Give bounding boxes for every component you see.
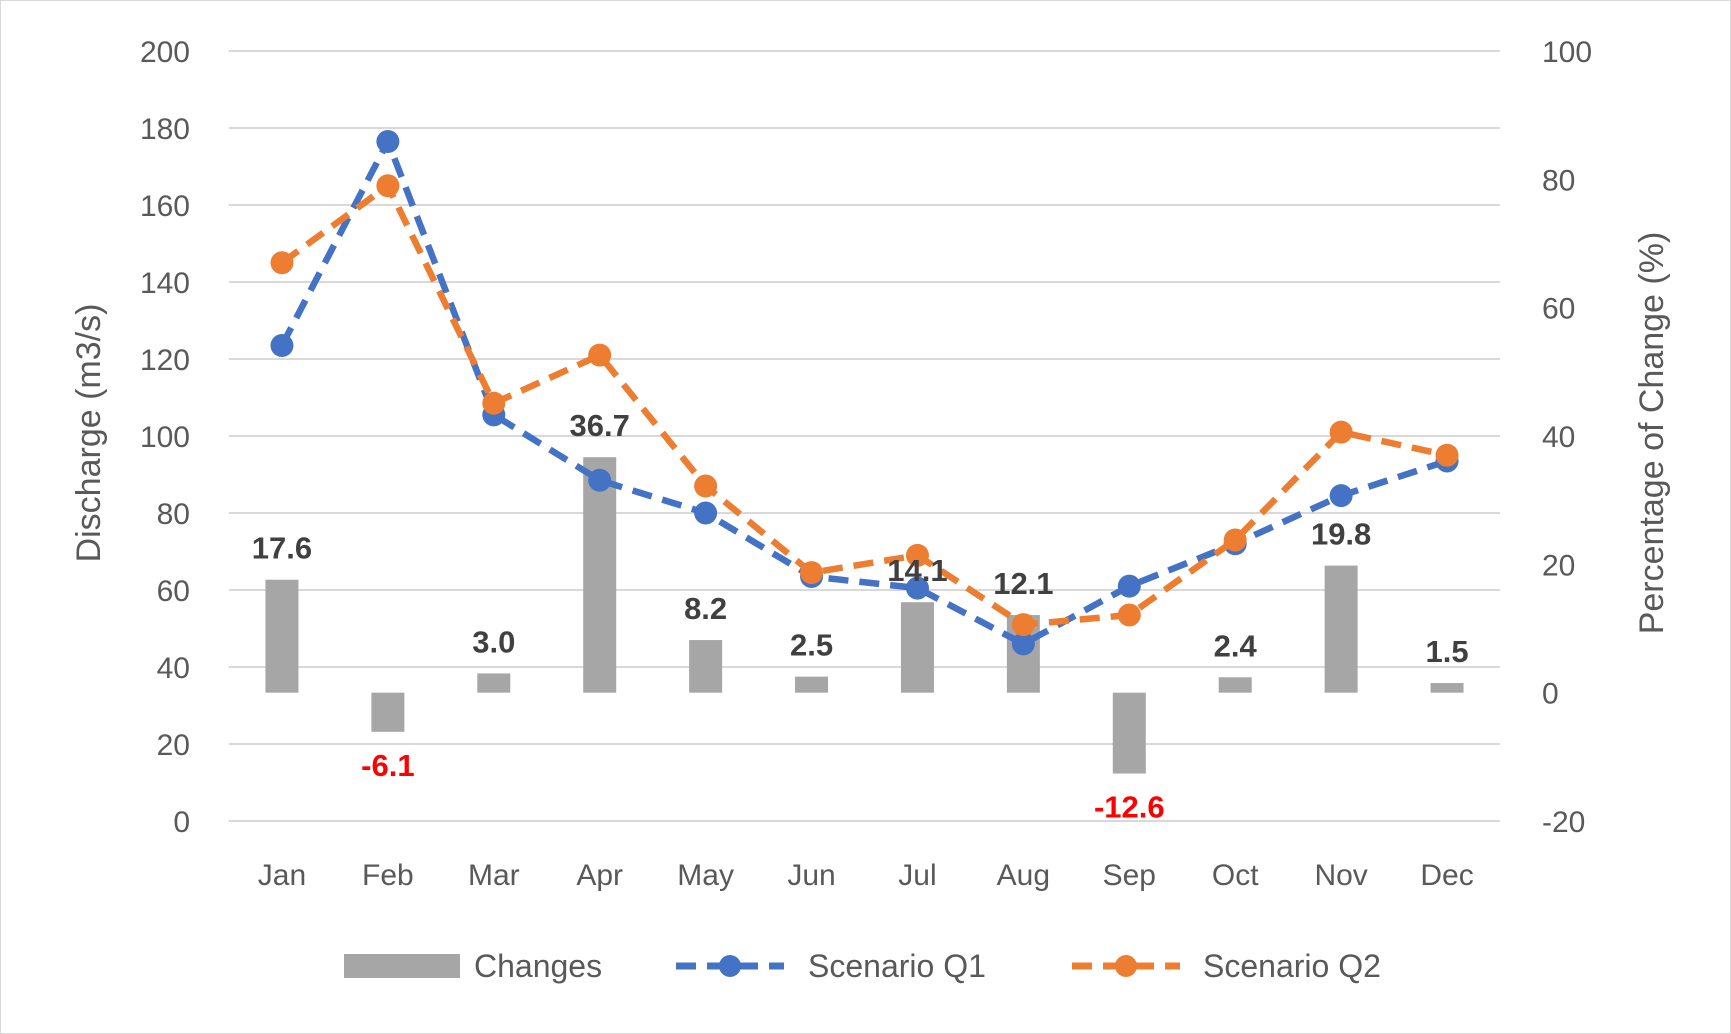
legend-label-q2: Scenario Q2 xyxy=(1203,948,1381,984)
series-point xyxy=(1011,613,1035,637)
y2-tick-label: 0 xyxy=(1542,678,1559,711)
primary-y-ticks: 0 20 40 60 80 100 120 140 160 180 200 xyxy=(140,36,190,839)
x-tick-label: Nov xyxy=(1314,859,1367,892)
bar xyxy=(900,602,934,693)
x-tick-label: Dec xyxy=(1420,859,1473,892)
y2-tick-label: 100 xyxy=(1542,36,1592,69)
gridlines xyxy=(229,50,1500,822)
bar-data-label: 36.7 xyxy=(570,408,630,443)
series-point xyxy=(588,343,612,367)
bar xyxy=(583,457,617,693)
series-line xyxy=(279,138,1449,648)
y2-tick-label: 40 xyxy=(1542,421,1575,454)
y-tick-label: 0 xyxy=(173,806,190,839)
bar-data-label: -12.6 xyxy=(1094,790,1165,825)
bar xyxy=(371,692,405,732)
bar-series-changes xyxy=(265,457,1464,774)
series-point xyxy=(905,576,929,600)
bar xyxy=(795,676,829,693)
series-line xyxy=(280,182,1448,628)
bar-data-label: 14.1 xyxy=(887,553,947,588)
bar xyxy=(1430,683,1464,693)
y2-tick-label: -20 xyxy=(1542,806,1585,839)
legend-marker-q2 xyxy=(1115,955,1137,977)
series-point xyxy=(1011,632,1035,656)
series-point xyxy=(588,468,612,492)
y-tick-label: 40 xyxy=(157,652,190,685)
bar xyxy=(477,673,511,693)
series-point xyxy=(1329,420,1353,444)
series-point xyxy=(800,561,824,585)
x-tick-label: May xyxy=(677,859,734,892)
y-tick-label: 120 xyxy=(140,344,190,377)
bar-data-label: 2.4 xyxy=(1214,628,1258,663)
x-tick-label: Apr xyxy=(576,859,623,892)
x-ticks: Jan Feb Mar Apr May Jun Jul Aug Sep Oct Nov Dec xyxy=(258,859,1474,892)
bar-data-label: 8.2 xyxy=(684,591,727,626)
bar-data-label: 17.6 xyxy=(252,531,312,566)
x-tick-label: Feb xyxy=(362,859,414,892)
x-tick-label: Mar xyxy=(468,859,520,892)
series-point xyxy=(694,501,718,525)
bar xyxy=(689,640,723,693)
secondary-y-ticks: -20 0 20 40 60 80 100 xyxy=(1542,36,1592,839)
x-tick-label: Jan xyxy=(258,859,306,892)
series-point xyxy=(1117,603,1141,627)
y-tick-label: 100 xyxy=(140,421,190,454)
series-point xyxy=(1435,443,1459,467)
y-tick-label: 140 xyxy=(140,267,190,300)
series-point xyxy=(270,251,294,275)
legend-label-changes: Changes xyxy=(474,948,602,984)
y-tick-label: 20 xyxy=(157,729,190,762)
y-tick-label: 80 xyxy=(157,498,190,531)
x-tick-label: Oct xyxy=(1212,859,1259,892)
y2-tick-label: 20 xyxy=(1542,549,1575,582)
x-tick-label: Sep xyxy=(1103,859,1156,892)
y2-tick-label: 60 xyxy=(1542,293,1575,326)
bar-data-label: 3.0 xyxy=(472,624,515,659)
legend: Changes Scenario Q1 Scenario Q2 xyxy=(344,948,1381,984)
y-tick-label: 60 xyxy=(157,575,190,608)
bar xyxy=(265,579,299,693)
x-tick-label: Jul xyxy=(898,859,936,892)
bar xyxy=(1112,692,1146,774)
series-point xyxy=(1117,574,1141,598)
line-series xyxy=(270,129,1459,656)
bar-data-label: -6.1 xyxy=(361,748,414,783)
series-point xyxy=(376,174,400,198)
legend-swatch-changes xyxy=(344,954,460,978)
y-tick-label: 160 xyxy=(140,190,190,223)
bar-data-label: 2.5 xyxy=(790,628,833,663)
bar-data-labels: 17.6 -6.1 3.0 36.7 8.2 2.5 14.1 12.1 -12.6 2.4 19.… xyxy=(252,408,1469,824)
y2-tick-label: 80 xyxy=(1542,164,1575,197)
bar-data-label: 19.8 xyxy=(1311,517,1371,552)
series-point xyxy=(694,474,718,498)
series-point xyxy=(270,334,294,358)
series-point xyxy=(1329,484,1353,508)
series-point xyxy=(482,391,506,415)
legend-label-q1: Scenario Q1 xyxy=(808,948,986,984)
y-tick-label: 200 xyxy=(140,36,190,69)
y-tick-label: 180 xyxy=(140,113,190,146)
legend-marker-q1 xyxy=(719,955,741,977)
y-axis-title: Discharge (m3/s) xyxy=(70,304,108,563)
series-point xyxy=(905,543,929,567)
bar xyxy=(1324,565,1358,693)
series-point xyxy=(376,129,400,153)
y2-axis-title: Percentage of Change (%) xyxy=(1633,232,1671,635)
series-point xyxy=(1223,528,1247,552)
bar-data-label: 12.1 xyxy=(993,566,1053,601)
x-tick-label: Jun xyxy=(787,859,835,892)
bar-data-label: 1.5 xyxy=(1425,634,1468,669)
x-tick-label: Aug xyxy=(997,859,1050,892)
bar xyxy=(1218,677,1252,693)
